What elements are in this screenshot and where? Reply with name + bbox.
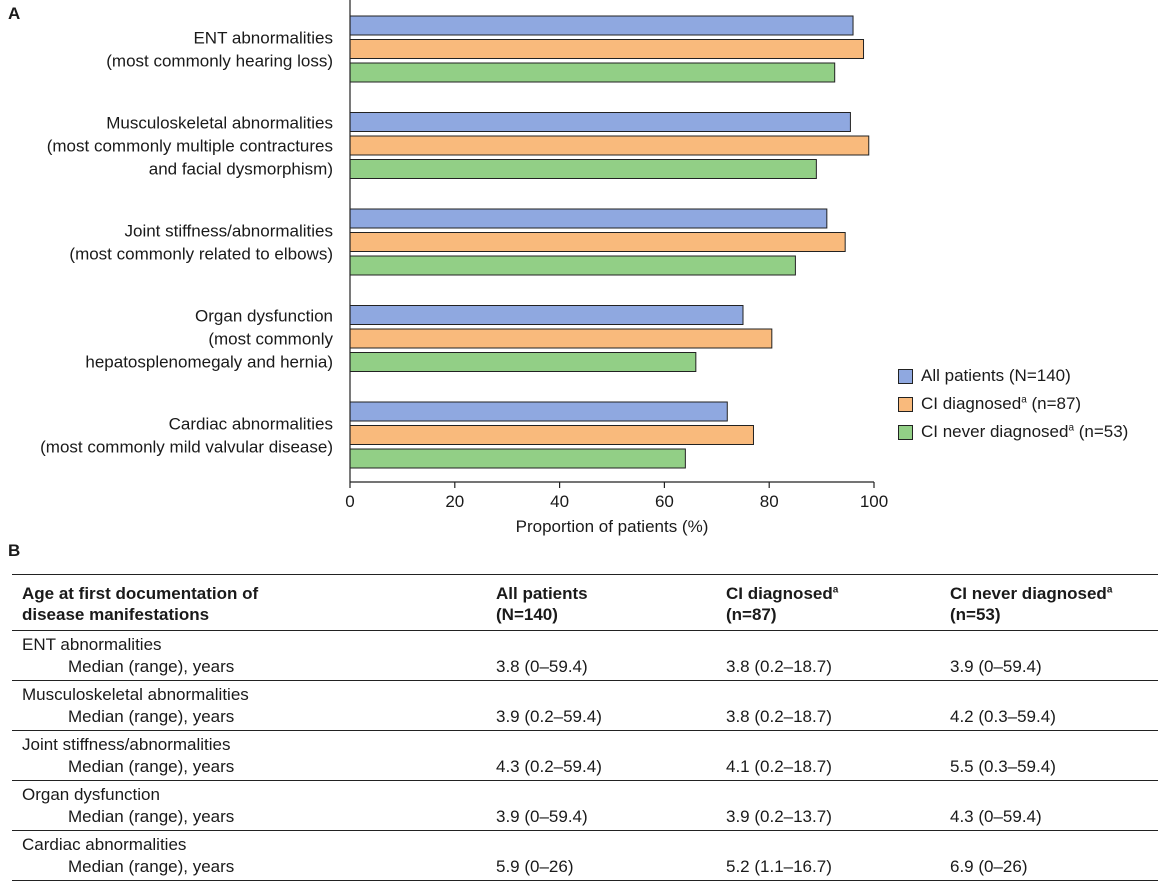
bar-2-2 — [349, 255, 796, 276]
category-label: ENT abnormalities — [193, 29, 333, 48]
bar-1-2 — [349, 159, 817, 179]
panel-a-label: A — [8, 4, 21, 23]
cell-all: 3.8 (0–59.4) — [496, 657, 588, 676]
category-label: Cardiac abnormalities — [169, 415, 333, 434]
header-all-patients: All patients (N=140) — [496, 584, 588, 624]
bar-0-0 — [349, 15, 854, 36]
header-manifestation: Age at first documentation of disease man… — [22, 584, 259, 624]
row-sublabel: Median (range), years — [68, 707, 235, 726]
x-tick-label: 80 — [760, 492, 779, 511]
category-label: (most commonly multiple contractures — [47, 137, 333, 156]
row-sublabel: Median (range), years — [68, 857, 235, 876]
cell-ci-never: 6.9 (0–26) — [950, 857, 1028, 876]
bar-chart: ENT abnormalities (most commonly hearing … — [40, 0, 888, 536]
legend-label-ci-never: CI never diagnoseda (n=53) — [921, 422, 1129, 441]
panel-b-label: B — [8, 541, 21, 560]
table-row: Cardiac abnormalities Median (range), ye… — [12, 831, 1158, 881]
cell-all: 5.9 (0–26) — [496, 857, 574, 876]
bar-2-0 — [349, 208, 828, 229]
x-tick-label: 40 — [550, 492, 569, 511]
cell-all: 4.3 (0.2–59.4) — [496, 757, 602, 776]
chart-legend: All patients (N=140) CI diagnoseda (n=87… — [898, 362, 1128, 446]
cell-ci-diagnosed: 5.2 (1.1–16.7) — [726, 857, 832, 876]
row-label: ENT abnormalities — [22, 635, 162, 654]
cell-ci-diagnosed: 3.9 (0.2–13.7) — [726, 807, 832, 826]
legend-label-ci-diagnosed: CI diagnoseda (n=87) — [921, 394, 1082, 413]
legend-swatch-ci-never — [898, 424, 913, 440]
x-tick-label: 100 — [860, 492, 888, 511]
x-axis-title: Proportion of patients (%) — [516, 517, 709, 536]
row-sublabel: Median (range), years — [68, 807, 235, 826]
category-label: (most commonly hearing loss) — [106, 52, 333, 71]
bar-3-0 — [349, 305, 744, 325]
cell-ci-diagnosed: 3.8 (0.2–18.7) — [726, 657, 832, 676]
header-ci-never: CI never diagnoseda (n=53) — [950, 584, 1113, 624]
table-row: ENT abnormalities Median (range), years … — [12, 631, 1158, 681]
row-label: Organ dysfunction — [22, 785, 160, 804]
x-tick-label: 20 — [445, 492, 464, 511]
bar-2-1 — [349, 232, 846, 252]
row-label: Joint stiffness/abnormalities — [22, 735, 231, 754]
bar-4-1 — [349, 425, 754, 445]
bar-1-0 — [349, 112, 851, 132]
table-header: Age at first documentation of disease man… — [12, 574, 1158, 631]
bar-0-1 — [349, 39, 865, 59]
category-label: (most commonly related to elbows) — [69, 245, 333, 264]
row-sublabel: Median (range), years — [68, 657, 235, 676]
cell-ci-diagnosed: 4.1 (0.2–18.7) — [726, 757, 832, 776]
category-label: Organ dysfunction — [195, 307, 333, 326]
bar-4-0 — [349, 401, 728, 422]
bar-4-2 — [349, 448, 686, 469]
cell-ci-never: 5.5 (0.3–59.4) — [950, 757, 1056, 776]
category-label: and facial dysmorphism) — [149, 160, 333, 179]
bar-3-2 — [349, 352, 697, 372]
x-tick-label: 60 — [655, 492, 674, 511]
cell-ci-diagnosed: 3.8 (0.2–18.7) — [726, 707, 832, 726]
legend-item-ci-never: CI never diagnoseda (n=53) — [898, 418, 1128, 446]
legend-item-all: All patients (N=140) — [898, 362, 1128, 390]
table-row: Joint stiffness/abnormalities Median (ra… — [12, 731, 1158, 781]
legend-swatch-ci-diagnosed — [898, 396, 913, 412]
legend-swatch-all — [898, 368, 913, 384]
table-row: Organ dysfunction Median (range), years … — [12, 781, 1158, 831]
row-sublabel: Median (range), years — [68, 757, 235, 776]
row-label: Musculoskeletal abnormalities — [22, 685, 249, 704]
category-label: (most commonly mild valvular disease) — [40, 438, 333, 457]
bar-3-1 — [349, 328, 773, 349]
legend-label-all: All patients (N=140) — [921, 366, 1071, 385]
category-label: Joint stiffness/abnormalities — [124, 222, 333, 241]
age-table: Age at first documentation of disease man… — [12, 574, 1158, 881]
cell-ci-never: 4.2 (0.3–59.4) — [950, 707, 1056, 726]
legend-item-ci-diagnosed: CI diagnoseda (n=87) — [898, 390, 1128, 418]
category-label: hepatosplenomegaly and hernia) — [85, 353, 333, 372]
table-row: Musculoskeletal abnormalities Median (ra… — [12, 681, 1158, 731]
cell-ci-never: 4.3 (0–59.4) — [950, 807, 1042, 826]
header-ci-diagnosed: CI diagnoseda (n=87) — [726, 584, 839, 624]
bar-1-1 — [349, 135, 870, 156]
row-label: Cardiac abnormalities — [22, 835, 187, 854]
cell-all: 3.9 (0.2–59.4) — [496, 707, 602, 726]
x-tick-label: 0 — [345, 492, 354, 511]
category-label: Musculoskeletal abnormalities — [106, 114, 333, 133]
cell-ci-never: 3.9 (0–59.4) — [950, 657, 1042, 676]
bar-0-2 — [349, 62, 836, 83]
cell-all: 3.9 (0–59.4) — [496, 807, 588, 826]
category-label: (most commonly — [208, 330, 333, 349]
